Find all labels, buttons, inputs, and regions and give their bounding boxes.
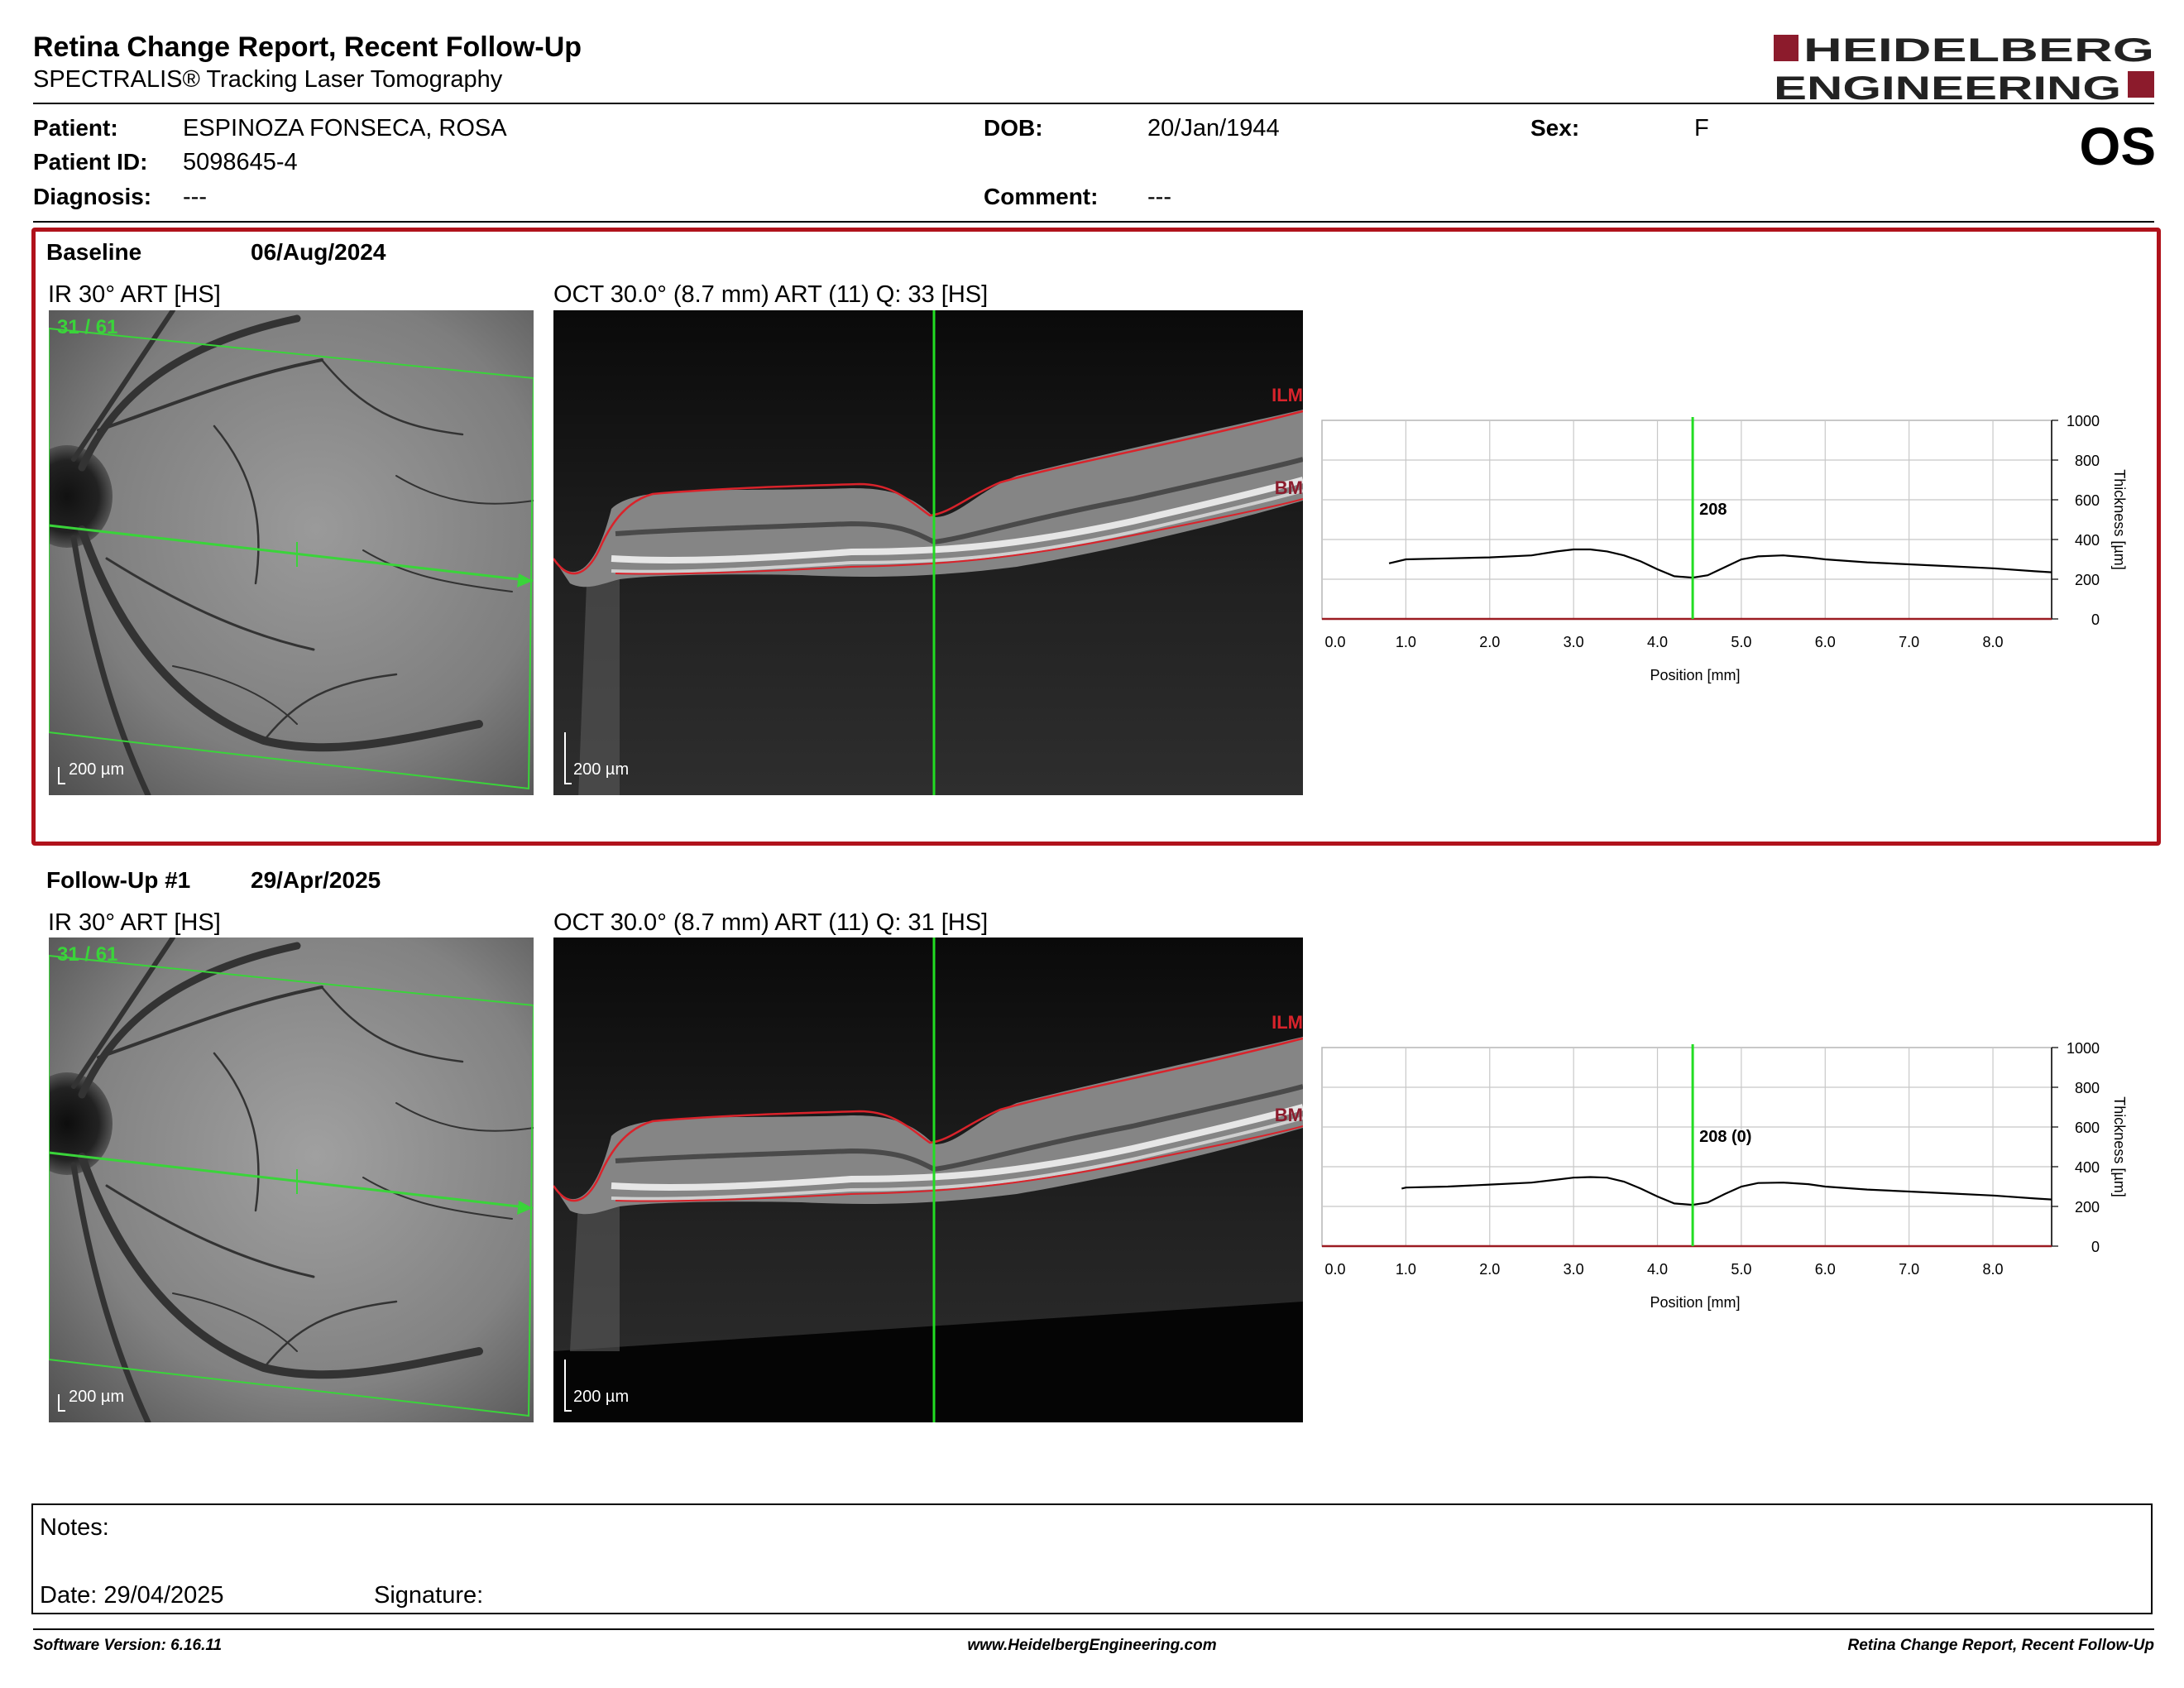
dob-value: 20/Jan/1944 [1147, 115, 1280, 141]
followup-bm-label: BM [1275, 1105, 1303, 1125]
logo-square-bottom [2128, 71, 2154, 98]
x-tick-label: 7.0 [1899, 1261, 1919, 1278]
patient-name: ESPINOZA FONSECA, ROSA [183, 115, 507, 141]
baseline-ilm-label: ILM [1272, 385, 1303, 405]
followup-ir-scale-bar: 200 µm [69, 1388, 124, 1406]
x-tick-label: 2.0 [1479, 1261, 1500, 1278]
baseline-date: 06/Aug/2024 [251, 239, 386, 265]
followup-oct-title: OCT 30.0° (8.7 mm) ART (11) Q: 31 [HS] [553, 909, 989, 936]
followup-ilm-label: ILM [1272, 1012, 1303, 1033]
followup-oct-bscan-image: ILM BM 200 µm [553, 938, 1303, 1422]
diagnosis-value: --- [183, 184, 207, 210]
x-tick-label: 5.0 [1731, 1261, 1751, 1278]
y-tick-label: 1000 [2067, 1041, 2100, 1057]
x-axis-label: Position [mm] [1650, 667, 1740, 683]
baseline-oct-bscan-image: ILM BM 200 µm [553, 310, 1303, 795]
baseline-oct-title: OCT 30.0° (8.7 mm) ART (11) Q: 33 [HS] [553, 281, 989, 308]
x-tick-label: 4.0 [1647, 634, 1668, 650]
followup-ir-fundus-image: 31 / 61 200 µm [49, 938, 534, 1422]
y-axis-label: Thickness [µm] [2111, 1096, 2128, 1196]
y-tick-label: 800 [2075, 453, 2100, 469]
y-tick-label: 0 [2091, 611, 2100, 628]
signature-label: Signature: [374, 1582, 484, 1609]
marker-value-label: 208 (0) [1699, 1128, 1751, 1146]
y-tick-label: 1000 [2067, 414, 2100, 429]
footer-website: www.HeidelbergEngineering.com [967, 1637, 1217, 1654]
diagnosis-label: Diagnosis: [33, 184, 152, 209]
x-tick-label: 0.0 [1324, 634, 1345, 650]
footer-software-version: Software Version: 6.16.11 [33, 1637, 223, 1654]
heidelberg-engineering-logo: HEIDELBERG ENGINEERING [1774, 32, 2154, 103]
y-tick-label: 400 [2075, 1159, 2100, 1176]
y-tick-label: 200 [2075, 1199, 2100, 1216]
marker-value-label: 208 [1699, 501, 1727, 519]
y-tick-label: 200 [2075, 572, 2100, 588]
patient-label: Patient: [33, 115, 118, 141]
x-tick-label: 0.0 [1324, 1261, 1345, 1278]
baseline-label: Baseline [46, 239, 142, 265]
baseline-bm-label: BM [1275, 477, 1303, 498]
x-tick-label: 7.0 [1899, 634, 1919, 650]
followup-date: 29/Apr/2025 [251, 867, 381, 893]
x-tick-label: 1.0 [1396, 1261, 1416, 1278]
followup-scan-index: 31 / 61 [57, 943, 117, 966]
notes-date: Date: 29/04/2025 [40, 1582, 224, 1609]
comment-value: --- [1147, 184, 1171, 210]
footer-divider [33, 1628, 2154, 1630]
plot-area [1321, 1047, 2052, 1247]
report-subtitle: SPECTRALIS® Tracking Laser Tomography [33, 66, 503, 93]
y-tick-label: 600 [2075, 1120, 2100, 1136]
baseline-highlight-frame [31, 228, 2161, 846]
x-tick-label: 8.0 [1983, 634, 2004, 650]
patient-id-label: Patient ID: [33, 149, 148, 175]
x-tick-label: 2.0 [1479, 634, 1500, 650]
baseline-ir-scale-bar: 200 µm [69, 760, 124, 779]
y-tick-label: 800 [2075, 1080, 2100, 1096]
baseline-oct-scale-bar: 200 µm [573, 760, 629, 779]
x-tick-label: 3.0 [1564, 634, 1584, 650]
x-tick-label: 3.0 [1564, 1261, 1584, 1278]
baseline-ir-title: IR 30° ART [HS] [48, 281, 221, 308]
followup-ir-title: IR 30° ART [HS] [48, 909, 221, 936]
followup-oct-scale-bar: 200 µm [573, 1388, 629, 1406]
logo-line-1: HEIDELBERG [1803, 32, 2154, 69]
y-axis-label: Thickness [µm] [2111, 469, 2128, 569]
comment-label: Comment: [984, 184, 1099, 209]
notes-box [31, 1503, 2153, 1614]
eye-label: OS [2079, 117, 2156, 176]
info-divider [33, 221, 2154, 223]
header-divider [33, 103, 2154, 104]
x-axis-label: Position [mm] [1650, 1294, 1740, 1311]
logo-line-2: ENGINEERING [1774, 70, 2121, 103]
y-tick-label: 400 [2075, 532, 2100, 549]
x-tick-label: 5.0 [1731, 634, 1751, 650]
y-tick-label: 0 [2091, 1239, 2100, 1255]
report-title: Retina Change Report, Recent Follow-Up [33, 31, 582, 63]
patient-id: 5098645-4 [183, 149, 298, 175]
baseline-scan-index: 31 / 61 [57, 316, 117, 338]
footer-report-name: Retina Change Report, Recent Follow-Up [1847, 1637, 2154, 1654]
baseline-thickness-chart: 0.0 1.0 2.0 3.0 4.0 5.0 6.0 7.0 8.0 0 200 400 600 800… [1321, 414, 2128, 683]
dob-label: DOB: [984, 115, 1043, 141]
sex-label: Sex: [1530, 115, 1580, 141]
x-tick-label: 8.0 [1983, 1261, 2004, 1278]
logo-square-top [1774, 35, 1798, 61]
notes-label: Notes: [40, 1514, 109, 1541]
followup-thickness-chart: 0.0 1.0 2.0 3.0 4.0 5.0 6.0 7.0 8.0 0 200 400 600 800… [1321, 1041, 2128, 1311]
x-tick-label: 1.0 [1396, 634, 1416, 650]
x-tick-label: 6.0 [1815, 634, 1836, 650]
y-tick-label: 600 [2075, 492, 2100, 509]
x-tick-label: 6.0 [1815, 1261, 1836, 1278]
baseline-ir-fundus-image: 31 / 61 200 µm [49, 310, 534, 795]
x-tick-label: 4.0 [1647, 1261, 1668, 1278]
plot-area [1321, 420, 2052, 620]
sex-value: F [1694, 115, 1709, 141]
followup-label: Follow-Up #1 [46, 867, 191, 893]
